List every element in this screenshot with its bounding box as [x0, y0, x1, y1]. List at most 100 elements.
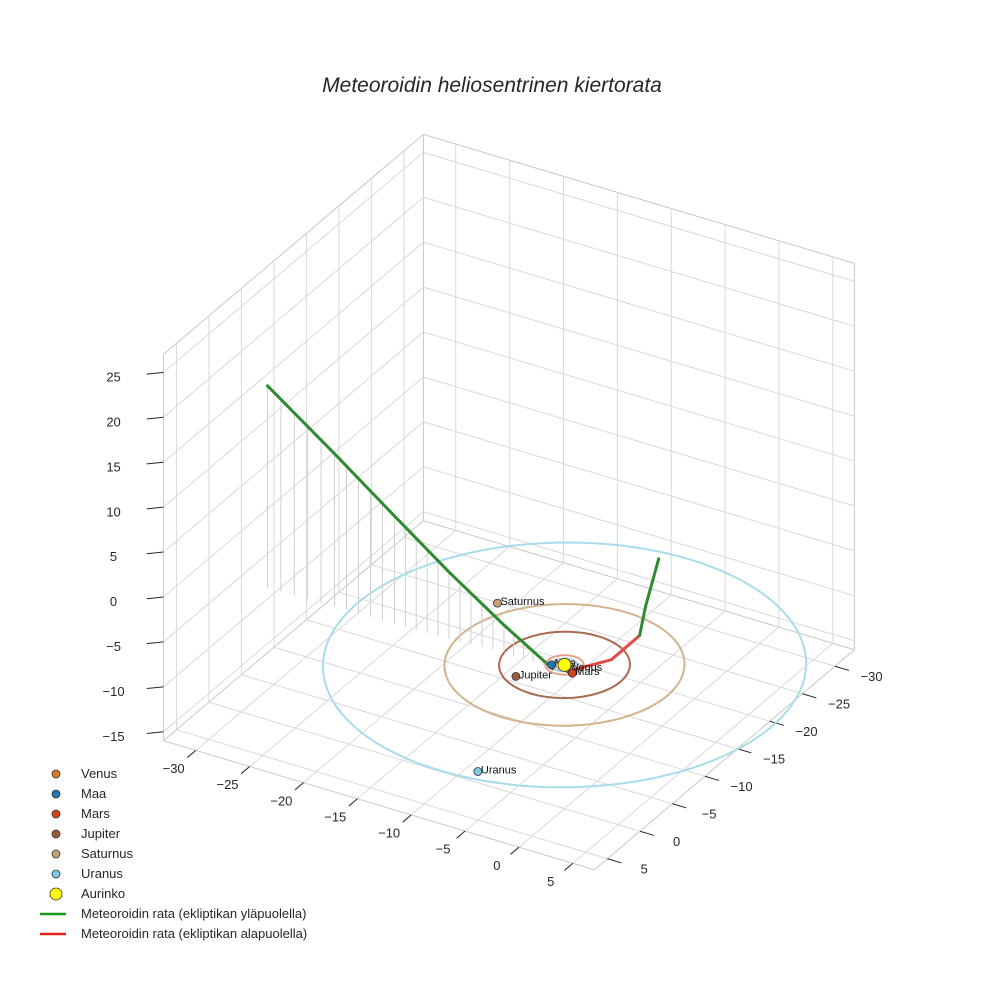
grid-line — [241, 674, 673, 805]
grid-line — [176, 729, 608, 860]
y-tick-label: 0 — [673, 834, 680, 849]
planet-label-uranus: Uranus — [481, 765, 517, 777]
legend-marker — [40, 912, 66, 916]
y-tick — [607, 858, 622, 864]
legend-marker — [51, 769, 61, 779]
z-tick-label: 25 — [106, 370, 120, 385]
legend-label: Maa — [81, 786, 107, 801]
orbit-mars — [544, 654, 585, 676]
planet-marker-aurinko — [557, 658, 572, 672]
z-tick — [146, 371, 164, 375]
x-tick-label: −20 — [270, 793, 292, 808]
legend-label: Uranus — [81, 866, 123, 881]
grid-line — [163, 421, 424, 643]
orbit-uranus — [321, 541, 808, 789]
y-tick — [769, 720, 785, 726]
x-tick — [402, 814, 412, 823]
planet-label-saturnus: Saturnus — [500, 596, 545, 608]
x-tick-label: −15 — [324, 809, 346, 824]
legend-marker — [51, 849, 61, 859]
legend-marker — [51, 829, 61, 839]
planet-marker-maa — [547, 660, 556, 670]
z-tick — [146, 506, 164, 510]
z-tick-label: 20 — [106, 414, 120, 429]
x-tick — [348, 798, 358, 807]
z-tick — [146, 596, 164, 600]
y-tick — [672, 803, 687, 809]
x-tick-label: −30 — [163, 761, 185, 776]
x-tick-label: −10 — [378, 826, 400, 841]
grid-line — [306, 619, 738, 750]
y-tick-label: −10 — [731, 779, 753, 794]
y-tick — [834, 665, 850, 671]
planet-label-mars: Mars — [575, 666, 600, 678]
grid-line — [163, 376, 424, 598]
grid-line — [423, 511, 855, 642]
grid-line — [410, 594, 672, 816]
y-tick — [737, 748, 752, 754]
grid-line — [163, 151, 424, 373]
legend-marker — [49, 887, 63, 901]
orbit-saturnus — [443, 603, 686, 727]
grid-line — [195, 530, 457, 751]
legend-label: Venus — [81, 766, 118, 781]
z-tick — [146, 686, 164, 690]
grid-line — [423, 286, 855, 417]
trajectory-segment-2 — [571, 634, 642, 672]
planet-label-venus: Venus — [572, 662, 603, 674]
legend-marker — [51, 789, 61, 799]
pane-edge — [163, 520, 424, 742]
grid-line — [371, 564, 803, 695]
pane-edge — [163, 133, 424, 355]
x-tick — [186, 750, 197, 758]
chart-title: Meteoroidin heliosentrinen kiertorata — [322, 74, 662, 97]
grid-line — [518, 626, 780, 848]
grid-line — [163, 466, 424, 688]
grid-line — [423, 241, 855, 372]
grid-line — [423, 151, 855, 282]
grid-line — [464, 610, 726, 832]
planet-marker-jupiter — [511, 672, 521, 681]
z-tick — [146, 461, 164, 465]
grid-line — [163, 286, 424, 508]
grid-line — [357, 578, 618, 800]
grid-line — [423, 196, 855, 327]
pane-edge — [423, 520, 855, 651]
y-tick-label: −20 — [796, 724, 818, 739]
y-tick — [704, 775, 720, 781]
x-tick — [456, 830, 466, 839]
z-tick — [146, 641, 164, 645]
z-tick-label: 10 — [106, 504, 120, 519]
trajectory-segment-1 — [266, 384, 555, 671]
legend-label: Meteoroidin rata (ekliptikan alapuolella… — [81, 926, 308, 941]
grid-line — [423, 376, 855, 507]
planet-marker-uranus — [473, 767, 483, 776]
grid-line — [163, 331, 424, 553]
legend-label: Jupiter — [81, 826, 121, 841]
legend-marker — [51, 809, 61, 819]
legend-marker — [40, 932, 66, 936]
z-tick-label: 15 — [106, 459, 120, 474]
grid-line — [423, 466, 855, 597]
z-tick-label: −10 — [103, 684, 125, 699]
legend-label: Saturnus — [81, 846, 134, 861]
legend-marker — [51, 869, 61, 879]
legend-label: Mars — [81, 806, 110, 821]
planet-label-jupiter: Jupiter — [519, 669, 552, 681]
z-tick — [146, 551, 164, 555]
grid-line — [163, 511, 424, 733]
z-tick-label: 0 — [110, 594, 117, 609]
pane-edge — [423, 133, 855, 264]
x-tick — [294, 782, 304, 791]
pane-edge — [163, 740, 595, 871]
planet-marker-mars — [567, 668, 577, 678]
grid-line — [163, 241, 424, 463]
trajectory — [266, 384, 661, 672]
x-tick — [510, 846, 520, 855]
grid-line — [423, 421, 855, 552]
y-tick-label: −15 — [763, 752, 785, 767]
grid-line — [572, 642, 834, 864]
planet-marker-saturnus — [493, 598, 502, 608]
